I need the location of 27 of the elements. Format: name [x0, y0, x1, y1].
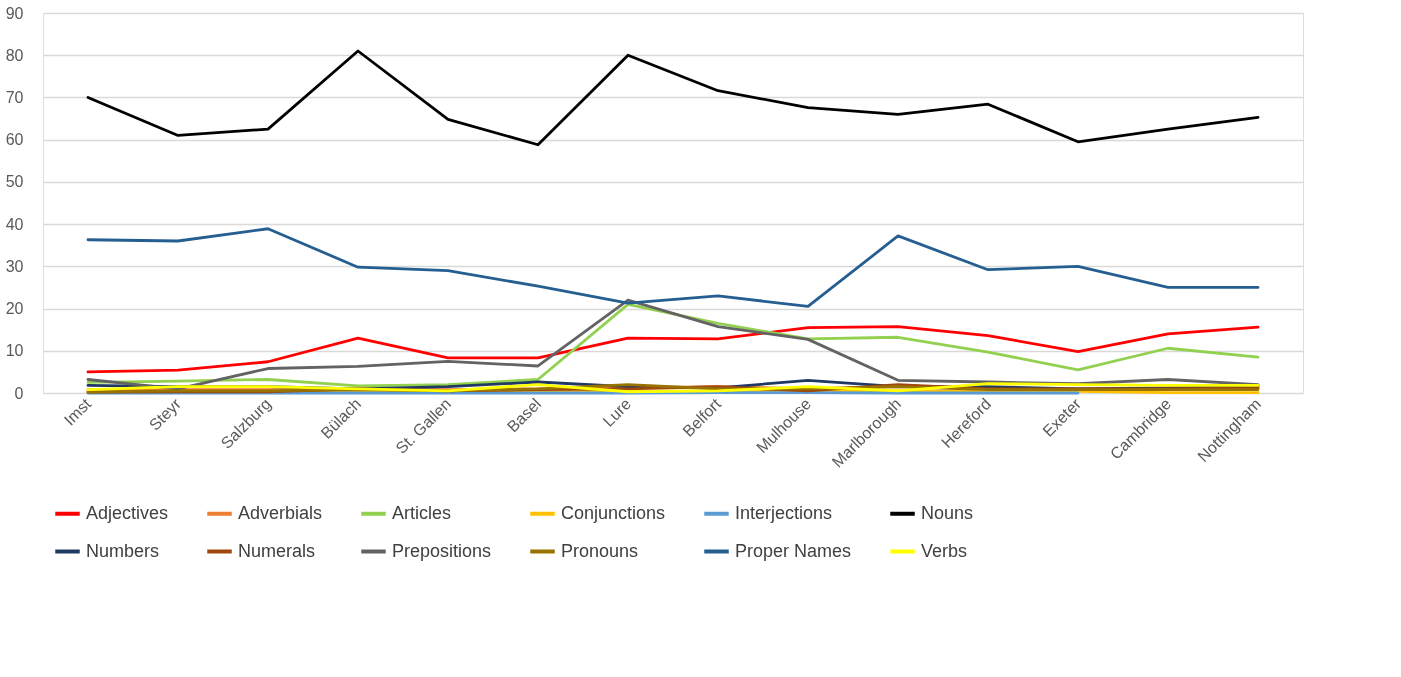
legend-label: Nouns: [921, 502, 974, 523]
line-series: [86, 325, 1260, 374]
legend-label: Pronouns: [561, 540, 639, 561]
legend-label: Verbs: [921, 540, 968, 561]
x-tick-label: Imst: [60, 394, 95, 429]
legend-label: Adjectives: [86, 502, 169, 523]
y-tick-label: 80: [5, 46, 24, 64]
legend-label: Conjunctions: [561, 502, 666, 523]
y-tick-label: 30: [5, 257, 24, 275]
line-series: [86, 49, 1260, 147]
x-tick-label: Lure: [599, 395, 635, 430]
y-tick-label: 40: [5, 215, 24, 233]
legend-label: Numbers: [86, 540, 160, 561]
legend-label: Numerals: [238, 540, 316, 561]
legend-label: Articles: [392, 502, 452, 523]
legend-label: Interjections: [735, 502, 833, 523]
y-tick-label: 50: [5, 173, 24, 191]
y-tick-label: 60: [5, 131, 24, 149]
legend-label: Adverbials: [238, 502, 323, 523]
y-tick-label: 20: [5, 300, 24, 318]
y-tick-label: 70: [5, 88, 24, 106]
y-tick-label: 0: [14, 384, 24, 402]
y-tick-label: 90: [5, 4, 24, 22]
y-tick-label: 10: [5, 342, 24, 360]
line-series: [86, 227, 1260, 308]
legend-label: Proper Names: [735, 540, 852, 561]
legend-label: Prepositions: [392, 540, 492, 561]
